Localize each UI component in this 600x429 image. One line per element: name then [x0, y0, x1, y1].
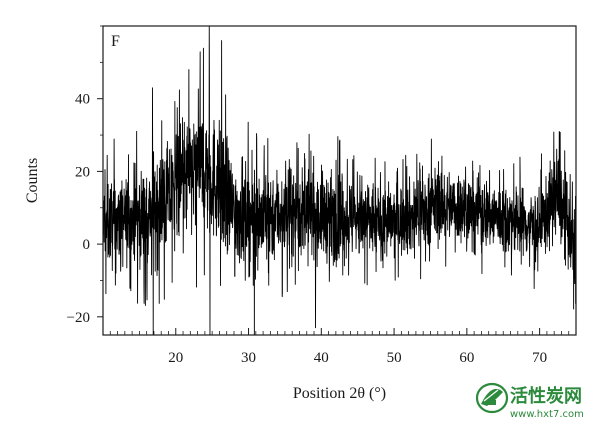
y-tick-label: −20 [67, 310, 90, 326]
watermark-name: 活性炭网 [510, 385, 582, 407]
x-tick-label: 60 [459, 350, 474, 366]
y-tick-label: 0 [83, 237, 91, 253]
watermark-url: www.hxt7.com [510, 409, 584, 420]
x-tick-label: 70 [532, 350, 547, 366]
panel-label: F [111, 33, 120, 50]
x-axis-title: Position 2θ (°) [293, 385, 386, 402]
leaf-logo-icon [475, 382, 509, 414]
y-tick-label: 20 [75, 164, 90, 180]
site-watermark: 活性炭网 www.hxt7.com [475, 382, 584, 420]
x-tick-label: 50 [387, 350, 402, 366]
y-axis-title: Counts [24, 158, 41, 203]
xrd-trace-line [103, 26, 576, 335]
y-tick-label: 40 [75, 92, 90, 108]
x-tick-label: 30 [241, 350, 256, 366]
plot-frame [102, 25, 577, 336]
x-tick-label: 20 [168, 350, 183, 366]
x-tick-label: 40 [314, 350, 329, 366]
